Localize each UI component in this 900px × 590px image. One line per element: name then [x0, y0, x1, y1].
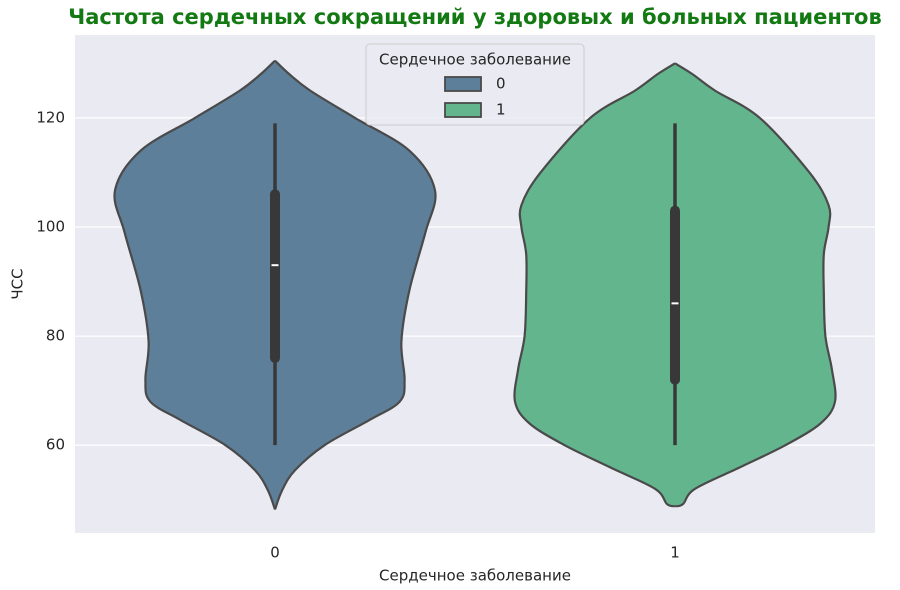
legend-swatch	[444, 102, 482, 118]
legend-label: 1	[496, 101, 506, 119]
legend: Сердечное заболевание 0 1	[365, 43, 585, 126]
y-tick-label: 80	[46, 327, 65, 345]
violin-outline	[674, 62, 837, 508]
y-tick-label: 100	[36, 218, 65, 236]
violin-body	[114, 60, 275, 510]
legend-swatch	[444, 76, 482, 92]
legend-title: Сердечное заболевание	[379, 51, 571, 69]
violin-body	[675, 63, 836, 507]
legend-label: 0	[496, 75, 506, 93]
x-axis-label: Сердечное заболевание	[379, 567, 571, 585]
y-axis-label: ЧСС	[9, 268, 27, 299]
y-tick-label: 120	[36, 108, 65, 126]
violin-body	[275, 60, 436, 510]
x-tick-label: 0	[270, 544, 280, 562]
y-tick-label: 60	[46, 436, 65, 454]
violin-outline	[273, 59, 437, 510]
chart-title: Частота сердечных сокращений у здоровых …	[68, 5, 882, 29]
violin-outline	[513, 62, 676, 508]
violin-outline	[113, 59, 277, 510]
violin-body	[514, 63, 675, 507]
x-tick-label: 1	[670, 544, 680, 562]
